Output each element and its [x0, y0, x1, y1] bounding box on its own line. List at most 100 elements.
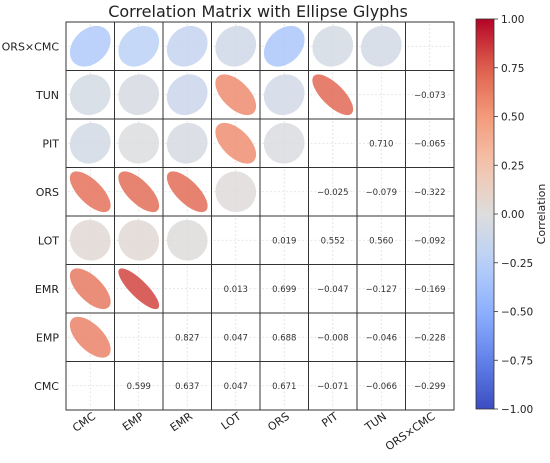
correlation-ellipse [69, 316, 111, 358]
matrix-cell [308, 264, 358, 314]
correlation-ellipse [166, 171, 208, 213]
y-tick-label: PIT [42, 137, 59, 150]
correlation-ellipse [215, 171, 257, 213]
correlation-ellipse [118, 171, 160, 213]
matrix-cell [162, 264, 212, 314]
correlation-ellipse [69, 25, 111, 67]
colorbar-tick-label: −0.75 [501, 355, 533, 367]
matrix-cell [259, 264, 309, 314]
y-tick-label: TUN [35, 89, 59, 102]
matrix-cell [356, 70, 406, 120]
correlation-value-label: −0.066 [366, 382, 397, 392]
correlation-value-label: −0.228 [414, 333, 445, 343]
correlation-ellipse [166, 122, 208, 164]
correlation-ellipse [215, 74, 257, 116]
correlation-value-label: 0.637 [175, 382, 199, 392]
chart-title: Correlation Matrix with Ellipse Glyphs [108, 2, 408, 21]
correlation-value-label: −0.092 [414, 236, 445, 246]
colorbar-tick-label: 0.50 [501, 112, 524, 124]
correlation-ellipse [118, 25, 160, 67]
correlation-value-label: −0.071 [317, 382, 348, 392]
matrix-cell [405, 118, 455, 168]
x-tick-label: CMC [70, 410, 98, 435]
matrix-cell [405, 167, 455, 217]
x-tick-label: PIT [319, 410, 340, 430]
colorbar-label: Correlation [535, 184, 548, 245]
correlation-value-label: 0.688 [272, 333, 296, 343]
correlation-value-label: 0.599 [127, 382, 151, 392]
correlation-value-label: −0.322 [414, 188, 445, 198]
x-tick-label: EMP [120, 410, 147, 434]
correlation-value-label: 0.013 [224, 285, 248, 295]
y-tick-label: EMP [36, 331, 59, 344]
matrix-cell [405, 264, 455, 314]
correlation-value-label: −0.079 [366, 188, 397, 198]
correlation-value-label: −0.025 [317, 188, 348, 198]
matrix-cell [211, 361, 261, 411]
correlation-ellipse [215, 122, 257, 164]
matrix-cells: −0.073 0.710 −0.065 −0.025 −0.079 −0.322 0.019… [65, 21, 455, 411]
correlation-value-label: −0.047 [317, 285, 348, 295]
x-tick-label: ORS×CMC [383, 410, 438, 454]
matrix-cell [308, 167, 358, 217]
correlation-ellipse [312, 74, 354, 116]
correlation-ellipse [263, 25, 305, 67]
correlation-ellipse [69, 122, 111, 164]
correlation-value-label: 0.671 [272, 382, 296, 392]
correlation-value-label: −0.127 [366, 285, 397, 295]
correlation-ellipse [69, 268, 111, 310]
correlation-ellipse [118, 268, 160, 310]
x-tick-label: LOT [219, 410, 244, 433]
correlation-ellipse [360, 25, 402, 67]
y-tick-label: CMC [34, 380, 59, 393]
correlation-value-label: −0.008 [317, 333, 348, 343]
correlation-ellipse [69, 171, 111, 213]
matrix-cell [162, 361, 212, 411]
matrix-cell [405, 361, 455, 411]
colorbar-gradient [475, 18, 495, 410]
correlation-value-label: 0.827 [175, 333, 199, 343]
matrix-cell [356, 167, 406, 217]
matrix-cell [405, 21, 455, 71]
colorbar-tick-label: 0.25 [501, 160, 524, 172]
matrix-cell [162, 312, 212, 362]
colorbar: 1.00 0.75 0.50 0.25 0.00 −0.25 −0.50 −0.75 −1.00… [475, 14, 548, 416]
correlation-ellipse [69, 74, 111, 116]
correlation-value-label: −0.299 [414, 382, 445, 392]
y-tick-label: LOT [38, 234, 59, 247]
x-tick-label: EMR [168, 410, 195, 435]
matrix-cell [308, 118, 358, 168]
correlation-ellipse [69, 219, 111, 261]
colorbar-tick-label: −0.50 [501, 307, 533, 319]
correlation-ellipse [166, 25, 208, 67]
y-axis-tick-labels: ORS×CMC TUN PIT ORS LOT EMR EMP CMC [2, 40, 60, 393]
matrix-cell [114, 361, 164, 411]
correlation-value-label: −0.046 [366, 333, 397, 343]
correlation-value-label: 0.047 [224, 382, 248, 392]
correlation-ellipse [166, 74, 208, 116]
correlation-value-label: 0.560 [369, 236, 393, 246]
colorbar-tick-label: 0.75 [501, 63, 524, 75]
matrix-cell [356, 312, 406, 362]
matrix-cell [259, 312, 309, 362]
correlation-value-label: −0.065 [414, 139, 445, 149]
matrix-cell [405, 70, 455, 120]
matrix-cell [211, 264, 261, 314]
correlation-ellipse [215, 25, 257, 67]
colorbar-tick-label: 0.00 [501, 209, 524, 221]
correlation-value-label: 0.552 [321, 236, 345, 246]
y-tick-label: ORS [36, 186, 59, 199]
matrix-cell [114, 312, 164, 362]
correlation-ellipse [118, 74, 160, 116]
correlation-ellipse [312, 25, 354, 67]
correlation-ellipse [118, 219, 160, 261]
x-tick-label: ORS [265, 410, 292, 434]
correlation-ellipse [263, 74, 305, 116]
matrix-cell [211, 215, 261, 265]
correlation-ellipse [166, 219, 208, 261]
correlation-ellipse [263, 122, 305, 164]
matrix-cell [356, 118, 406, 168]
correlation-value-label: −0.073 [414, 91, 445, 101]
